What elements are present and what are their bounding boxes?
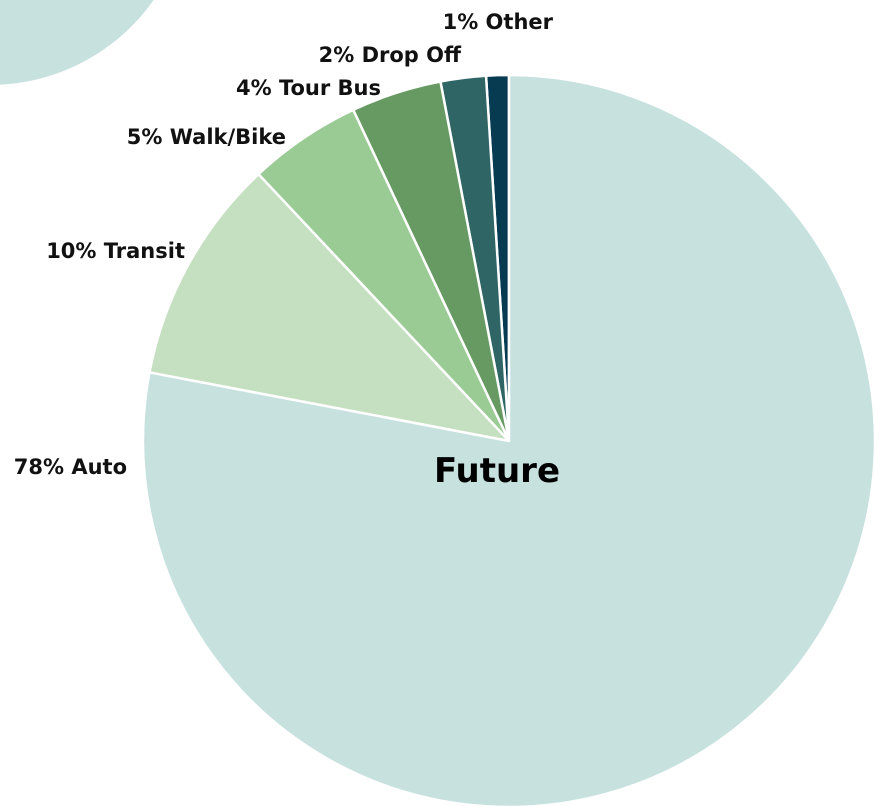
slice-label-5-walk-bike: 5% Walk/Bike: [127, 125, 286, 149]
slice-label-10-transit: 10% Transit: [46, 239, 185, 263]
slice-label-78-auto: 78% Auto: [14, 455, 127, 479]
slice-label-1-other: 1% Other: [443, 10, 554, 34]
pie-slices: [143, 75, 875, 806]
decorative-circle: [0, 0, 190, 85]
slice-label-4-tour-bus: 4% Tour Bus: [236, 76, 381, 100]
chart-title: Future: [434, 451, 560, 491]
slice-label-2-drop-off: 2% Drop Off: [319, 43, 462, 67]
